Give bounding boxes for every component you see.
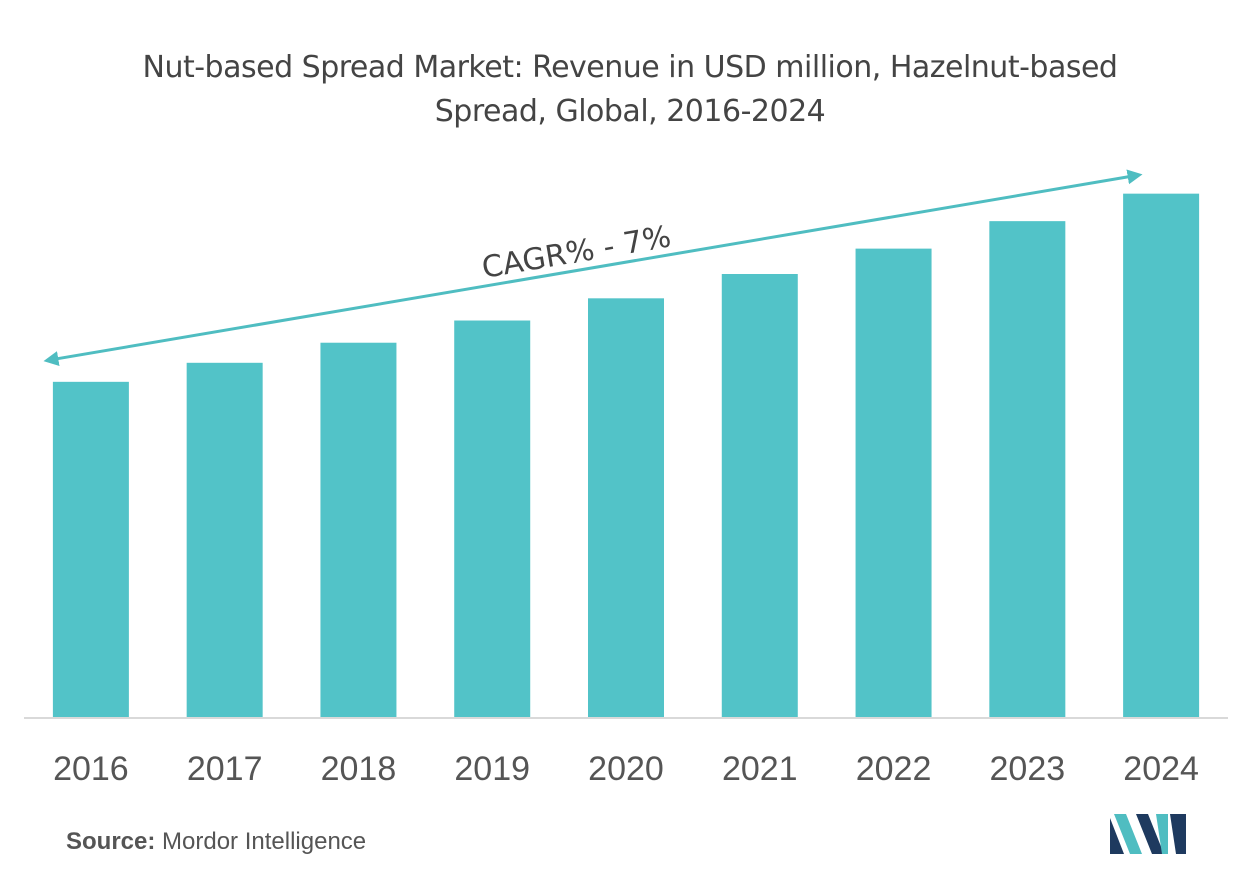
x-tick-label: 2017 [187, 750, 263, 788]
x-tick-label: 2024 [1123, 750, 1199, 788]
bar-2016 [52, 381, 129, 718]
mordor-intelligence-logo [1110, 814, 1186, 854]
bar-2019 [454, 320, 531, 718]
x-tick-label: 2018 [321, 750, 397, 788]
source-label: Source: [66, 828, 156, 855]
x-tick-label: 2022 [856, 750, 932, 788]
source-note: Source: Mordor Intelligence [66, 828, 366, 856]
bar-2017 [186, 362, 263, 718]
cagr-label: CAGR% - 7% [479, 219, 673, 285]
x-tick-label: 2020 [588, 750, 664, 788]
x-tick-label: 2023 [990, 750, 1066, 788]
bar-2021 [721, 274, 798, 718]
bar-2024 [1123, 193, 1200, 718]
x-tick-label: 2021 [722, 750, 798, 788]
bar-2018 [320, 342, 397, 718]
bar-2020 [588, 298, 664, 718]
cagr-arrow [43, 169, 1143, 366]
source-value: Mordor Intelligence [162, 828, 367, 855]
chart-title: Nut-based Spread Market: Revenue in USD … [142, 50, 1118, 129]
bar-2022 [855, 248, 932, 718]
bar-2023 [989, 221, 1066, 718]
x-tick-label: 2019 [454, 750, 530, 788]
x-tick-label: 2016 [53, 750, 129, 788]
